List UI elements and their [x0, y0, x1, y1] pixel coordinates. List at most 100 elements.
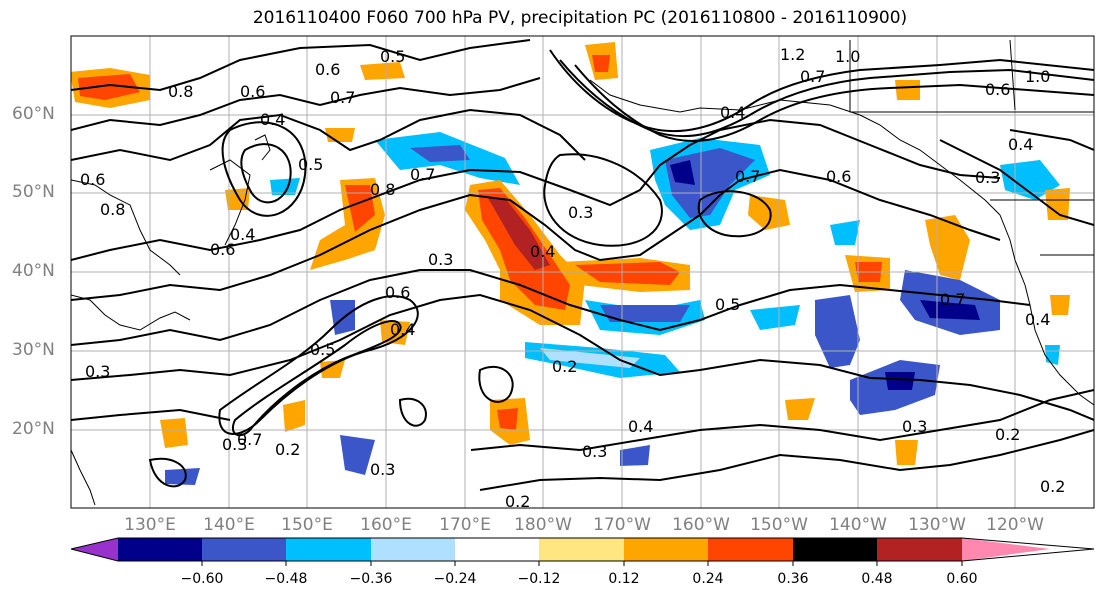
neg-region-14: [830, 220, 860, 245]
colorbar-segment: [624, 538, 708, 561]
contour-label: 0.2: [505, 492, 530, 511]
colorbar-tick-label: −0.48: [264, 571, 308, 587]
neg-region-1-core: [410, 145, 470, 162]
neg-region-12: [165, 468, 200, 485]
colorbar-segment: [793, 538, 877, 561]
precip-shading-positive: [71, 42, 1070, 465]
lon-label: 160°W: [672, 515, 730, 535]
pos-region-4-red: [345, 185, 375, 232]
lat-label: 60°N: [12, 104, 55, 124]
lon-label: 140°W: [829, 515, 887, 535]
contour-label: 0.6: [985, 80, 1010, 99]
contour-label: 0.3: [582, 442, 607, 461]
colorbar-segment: [962, 538, 1050, 561]
coastlines: [71, 39, 1094, 506]
pos-region-1-dark: [488, 198, 550, 270]
colorbar-segment: [118, 538, 202, 561]
map-frame: [70, 35, 1095, 509]
contour-label: 0.4: [1008, 135, 1033, 154]
contour-label: 0.6: [80, 170, 105, 189]
pos-region-18: [895, 440, 918, 465]
contour-label: 0.4: [720, 103, 745, 122]
pos-region-12: [283, 400, 305, 432]
contour-label: 0.8: [168, 82, 193, 101]
neg-region-6-dark: [920, 300, 980, 320]
contour-label: 1.2: [780, 45, 805, 64]
contour-label: 0.4: [530, 242, 555, 261]
contour-label: 0.7: [735, 167, 760, 186]
pos-region-14: [380, 320, 410, 345]
pos-region-19: [325, 128, 355, 142]
neg-region-5: [815, 295, 860, 368]
contour-label: 0.2: [1040, 477, 1065, 496]
contour-label: 0.6: [385, 283, 410, 302]
contour-label: 0.7: [237, 430, 262, 449]
neg-region-13: [620, 445, 650, 466]
colorbar-tick-label: 0.12: [608, 571, 640, 587]
neg-region-4-edge: [540, 348, 640, 368]
neg-region-16: [270, 178, 300, 195]
lat-label: 50°N: [12, 182, 55, 202]
neg-region-11: [340, 435, 375, 475]
colorbar-segment: [455, 538, 539, 561]
colorbar-ticks: [201, 561, 963, 566]
contour-label: 0.3: [370, 460, 395, 479]
colorbar-segment: [877, 538, 962, 561]
map-title: 2016110400 F060 700 hPa PV, precipitatio…: [252, 8, 908, 28]
contour-label: 0.4: [230, 225, 255, 244]
pos-region-17: [785, 398, 815, 420]
contour-label: 0.5: [380, 47, 405, 66]
graticule: [71, 36, 1094, 508]
neg-region-9: [750, 305, 800, 330]
lat-label: 30°N: [12, 340, 55, 360]
pos-region-9-red: [592, 55, 610, 72]
contour-label: 0.3: [428, 250, 453, 269]
lon-label: 150°W: [750, 515, 808, 535]
contour-label: 0.6: [315, 60, 340, 79]
contour-label: 0.4: [390, 320, 415, 339]
contour-label: 0.3: [975, 168, 1000, 187]
pos-region-16: [1045, 188, 1070, 220]
contour-label: 0.3: [568, 203, 593, 222]
neg-region-2-dark: [670, 160, 695, 185]
colorbar-tick-label: −0.12: [517, 571, 561, 587]
lon-label: 160°E: [360, 515, 412, 535]
colorbar-outline: [70, 537, 1095, 562]
contour-label: 0.2: [275, 440, 300, 459]
contour-label: 1.0: [835, 47, 860, 66]
colorbar-tick-label: 0.48: [861, 571, 893, 587]
colorbar: [70, 537, 1095, 566]
lon-label: 140°E: [203, 515, 255, 535]
lon-label: 130°W: [908, 515, 966, 535]
contour-label: 0.3: [902, 417, 927, 436]
pos-region-3-red: [78, 74, 140, 100]
lon-label: 120°W: [986, 515, 1044, 535]
pos-region-15: [895, 80, 920, 100]
contour-label: 0.5: [715, 295, 740, 314]
colorbar-segment: [286, 538, 371, 561]
colorbar-segment: [708, 538, 793, 561]
contour-label: 0.8: [100, 200, 125, 219]
contour-label: 0.2: [552, 357, 577, 376]
contour-label: 0.5: [310, 340, 335, 359]
neg-region-7-dark: [885, 372, 915, 390]
pos-region-2-red: [575, 262, 680, 285]
contour-label: 0.3: [222, 435, 247, 454]
colorbar-tick-label: 0.24: [692, 571, 724, 587]
contour-labels: 0.8 0.5 0.6 0.7 0.4 0.6 0.5 0.8 0.7 1.2 …: [80, 45, 1065, 511]
contour-label: 0.7: [410, 165, 435, 184]
colorbar-tick-label: −0.24: [433, 571, 477, 587]
pos-region-8: [748, 195, 790, 230]
colorbar-segment: [539, 538, 624, 561]
contour-label: 0.7: [330, 88, 355, 107]
neg-region-15: [1045, 345, 1060, 365]
contour-label: 0.7: [940, 290, 965, 309]
lon-label: 180°W: [514, 515, 572, 535]
pos-region-10: [360, 62, 405, 80]
contour-label: 0.6: [210, 240, 235, 259]
contour-label: 0.3: [85, 362, 110, 381]
contour-label: 0.5: [298, 155, 323, 174]
pv-contours: [71, 39, 1094, 491]
contour-label: 0.8: [370, 180, 395, 199]
